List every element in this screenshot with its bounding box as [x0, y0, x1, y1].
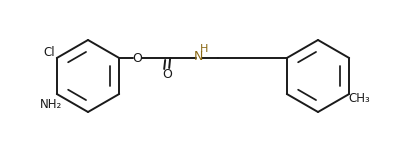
Text: NH₂: NH₂	[40, 97, 62, 111]
Text: O: O	[132, 52, 142, 64]
Text: CH₃: CH₃	[348, 92, 370, 105]
Text: H: H	[200, 44, 209, 54]
Text: N: N	[193, 50, 203, 62]
Text: O: O	[162, 67, 172, 81]
Text: Cl: Cl	[43, 45, 55, 59]
